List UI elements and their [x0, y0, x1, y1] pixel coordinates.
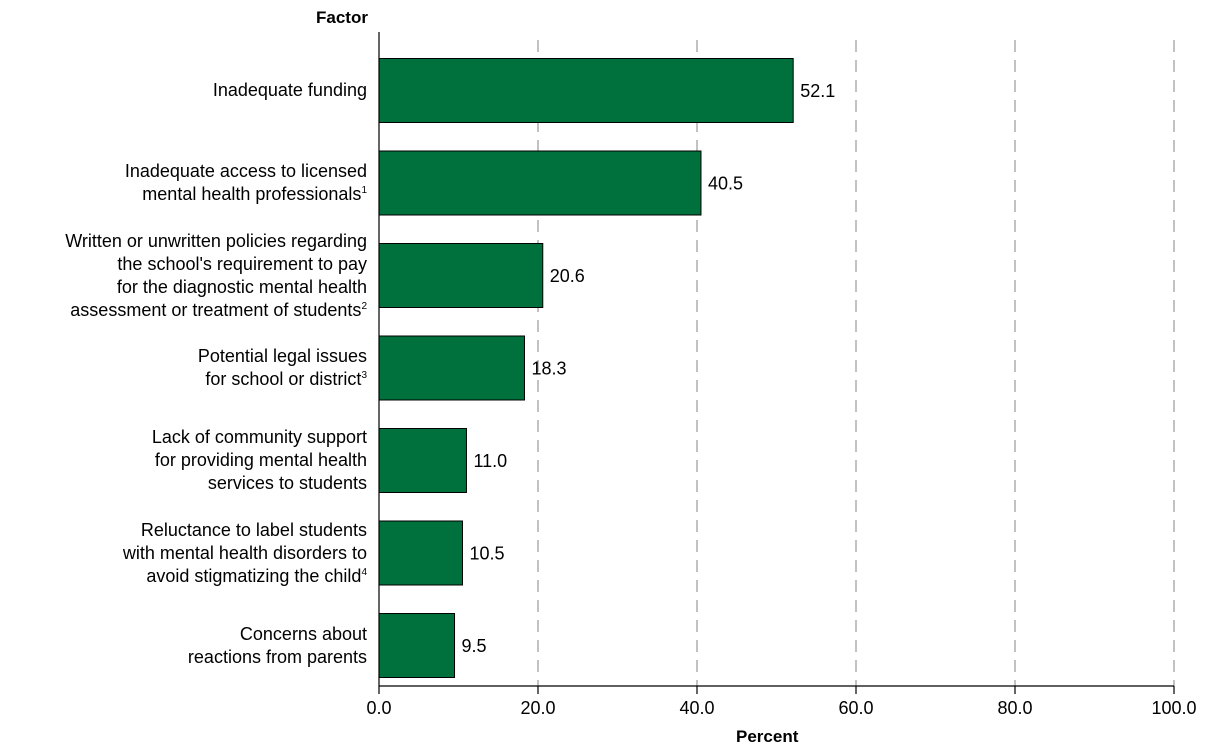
category-label-line: Concerns about: [239, 623, 367, 644]
footnote-marker: 2: [361, 300, 367, 312]
category-label-line: Lack of community support: [151, 427, 367, 447]
value-label: 20.6: [550, 266, 585, 286]
category-label-line: mental health professionals1: [142, 184, 367, 204]
x-tick-label: 40.0: [679, 698, 714, 718]
category-label-line: for providing mental health: [154, 450, 367, 470]
bar: [378, 613, 456, 678]
footnote-marker: 1: [361, 185, 367, 196]
category-label-line: Reluctance to label students: [140, 519, 367, 540]
category-label-line: assessment or treatment of students2: [70, 299, 367, 320]
x-ticks: 0.0 20.0 40.0 60.0 80.0 100.0: [366, 686, 1197, 718]
value-label: 11.0: [473, 451, 507, 471]
value-label: 9.5: [462, 636, 487, 656]
footnote-marker: 4: [361, 566, 367, 578]
category-label-line: for school or district3: [205, 369, 367, 389]
category-label: Concerns about reactions from parents: [188, 623, 367, 669]
category-label-line: Written or unwritten policies regarding: [65, 230, 367, 251]
category-label: Lack of community support for providing m…: [152, 426, 367, 495]
category-label: Potential legal issues for school or dist…: [198, 345, 367, 391]
x-axis-title: Percent: [736, 727, 799, 746]
category-label-line: Potential legal issues: [197, 346, 367, 366]
gridlines: [537, 40, 1175, 686]
x-tick-label: 100.0: [1151, 698, 1196, 718]
footnote-marker: 3: [361, 370, 367, 381]
bar: [378, 520, 463, 586]
category-label-line: the school's requirement to pay: [117, 253, 367, 274]
bars: [378, 58, 794, 678]
category-label-line: reactions from parents: [187, 646, 367, 667]
value-label: 10.5: [469, 544, 504, 564]
value-label: 52.1: [800, 81, 835, 101]
category-label-line: Inadequate access to licensed: [124, 161, 367, 181]
x-tick-label: 0.0: [366, 698, 391, 718]
bar: [378, 150, 702, 216]
category-label: Inadequate access to licensed mental heal…: [125, 160, 367, 206]
y-axis-title: Factor: [316, 8, 368, 27]
x-tick-label: 20.0: [520, 698, 555, 718]
category-label-line: Inadequate funding: [212, 80, 367, 100]
bar: [378, 243, 544, 308]
bar: [378, 335, 525, 401]
bar: [378, 428, 467, 493]
category-label-line: services to students: [207, 473, 367, 493]
bar: [378, 58, 794, 123]
value-labels: 52.1 40.5 20.6 18.3 11.0 10.5 9.5: [462, 81, 836, 656]
category-label: Reluctance to label students with mental …: [123, 519, 367, 588]
category-label-line: avoid stigmatizing the child4: [146, 565, 367, 586]
x-tick-label: 60.0: [838, 698, 873, 718]
value-label: 40.5: [708, 174, 743, 194]
x-tick-label: 80.0: [997, 698, 1032, 718]
category-label-line: with mental health disorders to: [122, 542, 367, 563]
value-label: 18.3: [531, 359, 566, 379]
category-label-line: for the diagnostic mental health: [116, 276, 367, 297]
category-label: Written or unwritten policies regarding t…: [65, 230, 367, 322]
category-label: Inadequate funding: [213, 79, 367, 102]
axes: [378, 32, 1174, 687]
